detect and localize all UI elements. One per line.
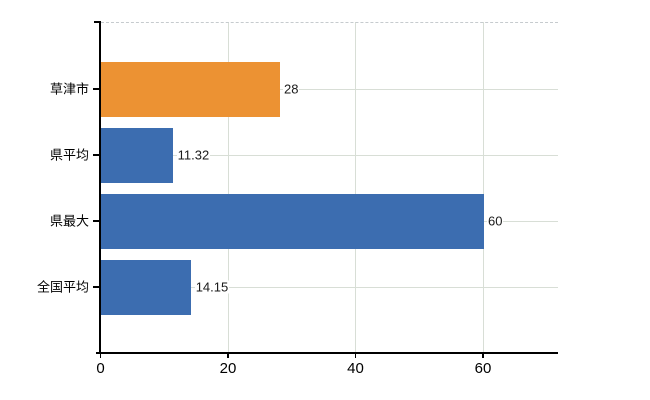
value-label-1: 28 — [283, 81, 300, 97]
horizontal-gridline — [100, 154, 558, 156]
vertical-gridline — [355, 22, 356, 353]
bar-3 — [101, 193, 484, 249]
category-label-4: 全国平均 — [36, 279, 89, 295]
category-label-3: 県最大 — [49, 213, 89, 229]
x-axis-tick — [99, 353, 102, 358]
y-axis-tick — [93, 220, 100, 222]
vertical-gridline — [227, 22, 229, 353]
value-label-3: 60 — [487, 213, 504, 229]
horizontal-gridline — [100, 286, 558, 288]
y-axis-tick — [93, 154, 100, 156]
category-label-2: 県平均 — [49, 147, 89, 163]
value-label-4: 14.15 — [194, 279, 230, 295]
x-axis-tick-label-0: 0 — [96, 360, 105, 377]
x-axis-tick — [227, 353, 229, 358]
y-axis-top-tick — [94, 21, 101, 23]
bar-4 — [101, 259, 192, 315]
bar-2 — [101, 127, 174, 183]
y-axis-line — [99, 22, 101, 353]
x-axis-tick-label-40: 40 — [347, 360, 364, 377]
y-axis-tick — [93, 88, 100, 90]
x-axis-line — [96, 352, 558, 354]
y-axis-tick — [93, 286, 100, 288]
x-axis-tick-label-20: 20 — [219, 360, 237, 377]
vertical-gridline — [482, 22, 484, 353]
plot-top-border — [100, 21, 558, 23]
horizontal-gridline — [100, 88, 558, 90]
x-axis-tick-label-60: 60 — [474, 360, 492, 377]
value-label-2: 11.32 — [176, 147, 211, 163]
category-label-1: 草津市 — [49, 81, 89, 97]
x-axis-tick — [354, 353, 357, 358]
bar-1 — [101, 61, 280, 117]
x-axis-tick — [482, 353, 484, 358]
